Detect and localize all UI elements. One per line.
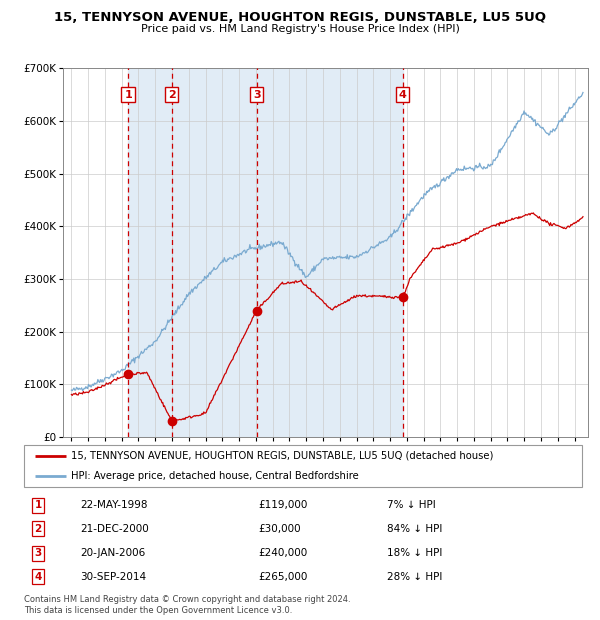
Text: 15, TENNYSON AVENUE, HOUGHTON REGIS, DUNSTABLE, LU5 5UQ (detached house): 15, TENNYSON AVENUE, HOUGHTON REGIS, DUN…	[71, 451, 494, 461]
Text: 1: 1	[34, 500, 41, 510]
Text: 84% ↓ HPI: 84% ↓ HPI	[387, 524, 442, 534]
Text: £119,000: £119,000	[259, 500, 308, 510]
Text: £30,000: £30,000	[259, 524, 301, 534]
Text: 3: 3	[34, 548, 41, 558]
Text: 2: 2	[34, 524, 41, 534]
Text: This data is licensed under the Open Government Licence v3.0.: This data is licensed under the Open Gov…	[24, 606, 292, 616]
FancyBboxPatch shape	[24, 445, 582, 487]
Text: 20-JAN-2006: 20-JAN-2006	[80, 548, 145, 558]
Text: 15, TENNYSON AVENUE, HOUGHTON REGIS, DUNSTABLE, LU5 5UQ: 15, TENNYSON AVENUE, HOUGHTON REGIS, DUN…	[54, 11, 546, 24]
Text: 2: 2	[167, 89, 175, 100]
Bar	[128, 68, 403, 437]
Text: 4: 4	[399, 89, 407, 100]
Text: 18% ↓ HPI: 18% ↓ HPI	[387, 548, 442, 558]
Text: £240,000: £240,000	[259, 548, 308, 558]
Text: 1: 1	[124, 89, 132, 100]
Text: 21-DEC-2000: 21-DEC-2000	[80, 524, 149, 534]
Text: 28% ↓ HPI: 28% ↓ HPI	[387, 572, 442, 582]
Text: Contains HM Land Registry data © Crown copyright and database right 2024.: Contains HM Land Registry data © Crown c…	[24, 595, 350, 604]
Text: £265,000: £265,000	[259, 572, 308, 582]
Text: 4: 4	[34, 572, 41, 582]
Text: 30-SEP-2014: 30-SEP-2014	[80, 572, 146, 582]
Text: HPI: Average price, detached house, Central Bedfordshire: HPI: Average price, detached house, Cent…	[71, 471, 359, 481]
Text: 7% ↓ HPI: 7% ↓ HPI	[387, 500, 436, 510]
Text: Price paid vs. HM Land Registry's House Price Index (HPI): Price paid vs. HM Land Registry's House …	[140, 24, 460, 33]
Text: 22-MAY-1998: 22-MAY-1998	[80, 500, 148, 510]
Text: 3: 3	[253, 89, 260, 100]
